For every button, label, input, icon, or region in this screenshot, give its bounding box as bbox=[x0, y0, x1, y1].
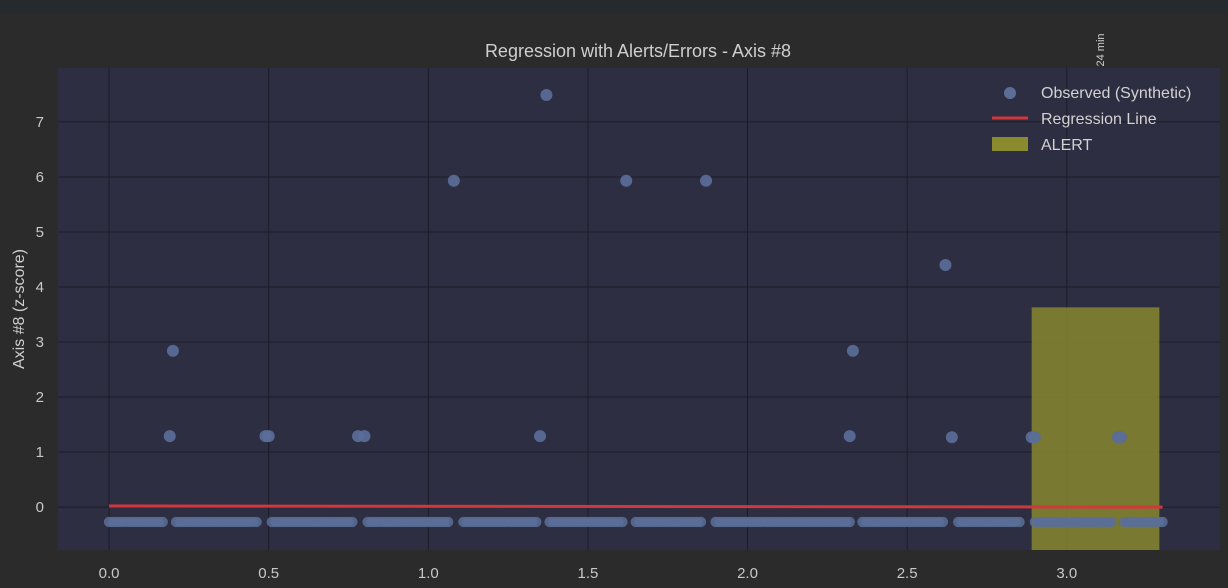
y-tick-label: 4 bbox=[36, 279, 44, 296]
observed-point bbox=[540, 88, 553, 101]
baseline-point bbox=[1157, 516, 1168, 528]
alert-regions bbox=[1031, 307, 1160, 550]
baseline-point bbox=[1014, 516, 1025, 528]
y-tick-label: 0 bbox=[36, 499, 44, 516]
y-tick-label: 3 bbox=[36, 334, 44, 351]
observed-point bbox=[1028, 431, 1041, 444]
x-tick-label: 0.0 bbox=[99, 565, 120, 582]
alert-region-label: 24 min bbox=[1095, 33, 1107, 66]
observed-point bbox=[939, 258, 952, 271]
x-tick-label: 2.0 bbox=[737, 565, 758, 582]
baseline-point bbox=[531, 516, 542, 528]
baseline-point bbox=[695, 516, 707, 528]
x-tick-label: 2.5 bbox=[897, 565, 918, 582]
x-tick-label: 1.5 bbox=[577, 565, 598, 582]
legend-label-alert: ALERT bbox=[1041, 137, 1093, 154]
window-top-strip bbox=[0, 0, 1228, 14]
observed-points bbox=[163, 88, 1128, 444]
observed-point bbox=[262, 430, 275, 443]
observed-point bbox=[846, 344, 859, 357]
y-tick-label: 2 bbox=[36, 389, 44, 406]
observed-point bbox=[447, 174, 460, 187]
legend: Observed (Synthetic) Regression Line ALERT bbox=[992, 85, 1191, 154]
baseline-point bbox=[251, 516, 262, 528]
alert-region bbox=[1031, 307, 1160, 550]
observed-point bbox=[166, 344, 179, 357]
legend-label-observed: Observed (Synthetic) bbox=[1041, 85, 1191, 102]
alert-region-labels: 24 min bbox=[1095, 33, 1107, 66]
regression-layer bbox=[109, 504, 1163, 509]
observed-point bbox=[700, 174, 713, 187]
y-tick-label: 1 bbox=[36, 444, 44, 461]
observed-point bbox=[1115, 431, 1128, 444]
y-tick-label: 6 bbox=[36, 169, 44, 186]
regression-line bbox=[109, 504, 1163, 509]
observed-point bbox=[620, 174, 633, 187]
y-tick-label: 7 bbox=[36, 114, 44, 131]
chart-title: Regression with Alerts/Errors - Axis #8 bbox=[485, 41, 791, 61]
observed-point bbox=[163, 430, 176, 443]
y-tick-labels: 0 1 2 3 4 5 6 7 bbox=[36, 114, 44, 516]
baseline-point bbox=[617, 516, 628, 528]
baseline-point bbox=[844, 516, 855, 528]
baseline-point bbox=[347, 516, 358, 528]
y-axis-label: Axis #8 (z-score) bbox=[11, 249, 28, 369]
baseline-points bbox=[103, 516, 1168, 528]
x-tick-label: 0.5 bbox=[258, 565, 279, 582]
legend-marker-observed bbox=[1004, 87, 1016, 99]
observed-point bbox=[534, 430, 547, 443]
x-tick-labels: 0.0 0.5 1.0 1.5 2.0 2.5 3.0 bbox=[99, 565, 1078, 582]
baseline-point bbox=[442, 516, 454, 528]
x-tick-label: 3.0 bbox=[1056, 565, 1077, 582]
legend-label-regression: Regression Line bbox=[1041, 111, 1157, 128]
y-tick-label: 5 bbox=[36, 224, 44, 241]
observed-point bbox=[358, 430, 371, 443]
baseline-point bbox=[937, 516, 949, 528]
baseline-point bbox=[157, 516, 168, 528]
baseline-point bbox=[1106, 516, 1117, 528]
observed-point bbox=[843, 430, 856, 443]
x-tick-label: 1.0 bbox=[418, 565, 439, 582]
observed-point bbox=[945, 431, 958, 444]
legend-marker-alert bbox=[992, 137, 1028, 151]
